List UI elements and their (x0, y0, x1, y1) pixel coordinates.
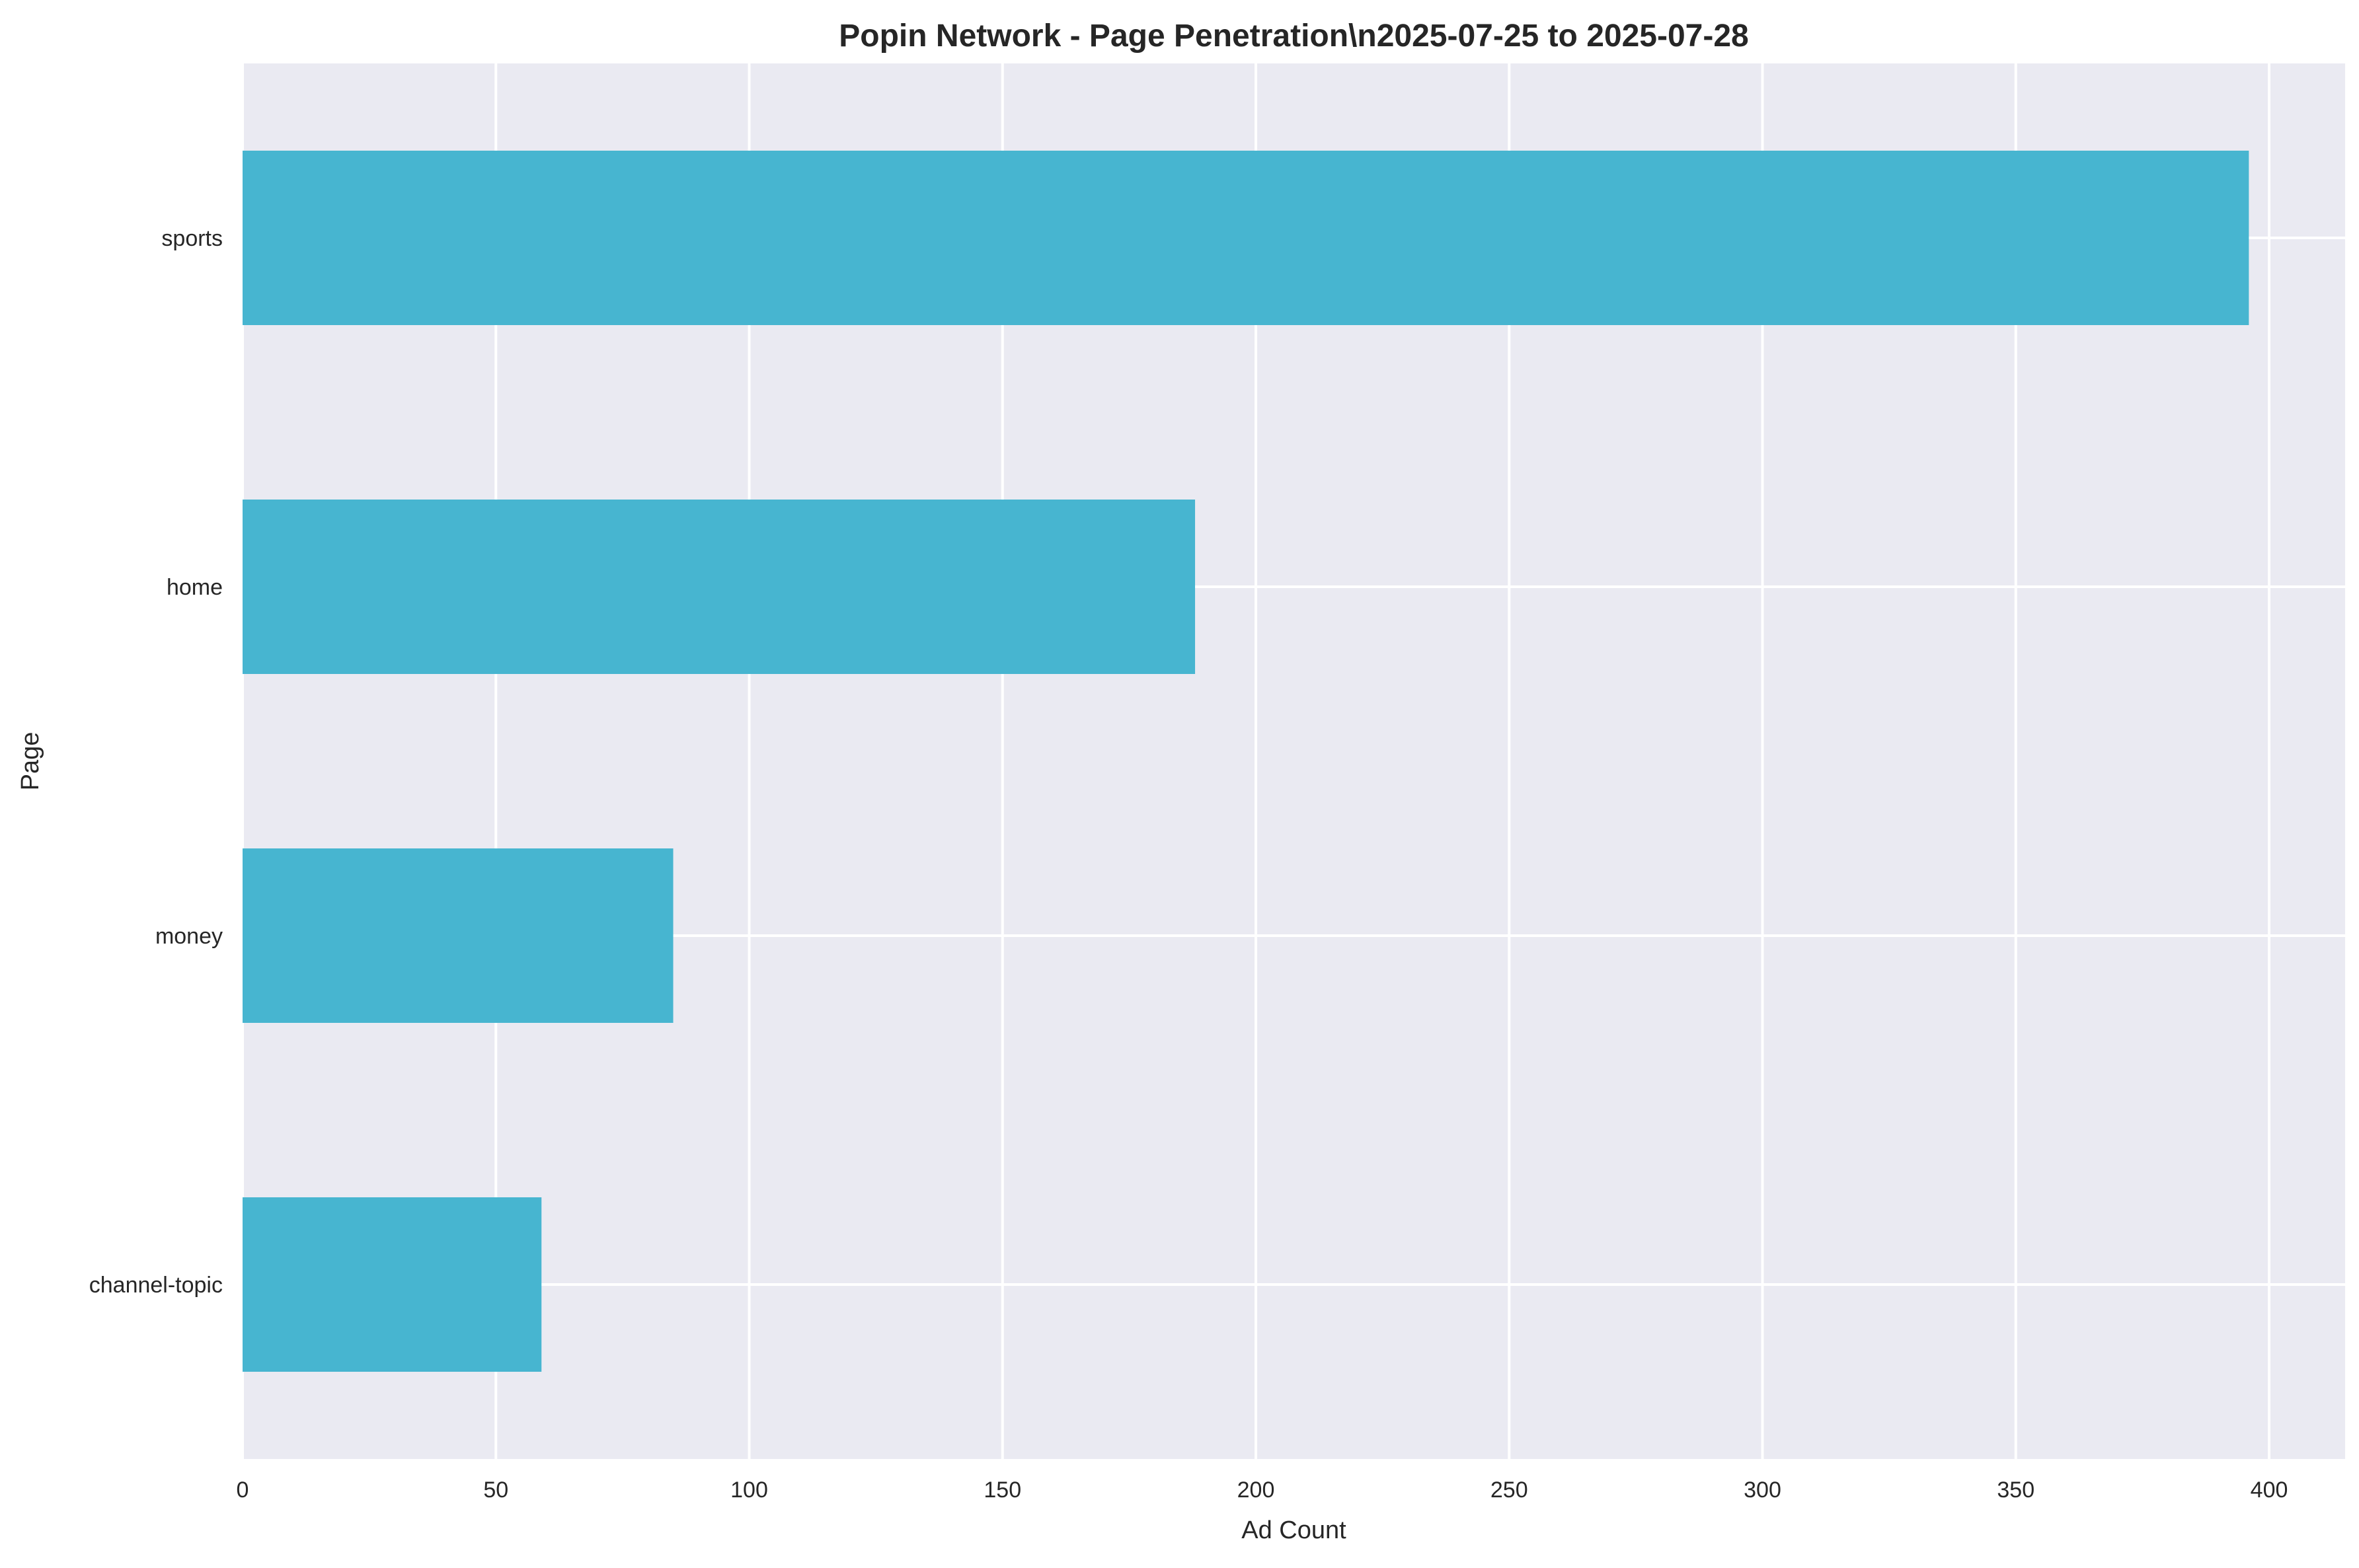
x-tick-label: 150 (984, 1477, 1021, 1503)
x-tick-label: 300 (1744, 1477, 1781, 1503)
bar-home (243, 500, 1196, 674)
x-tick-label: 50 (483, 1477, 508, 1503)
y-axis-label: Page (17, 732, 44, 791)
bar-sports (243, 151, 2249, 325)
x-tick-labels: 0 50 100 150 200 250 300 350 400 (237, 1477, 2288, 1503)
y-tick-label: home (167, 575, 223, 600)
x-tick-label: 100 (730, 1477, 768, 1503)
x-tick-label: 0 (237, 1477, 249, 1503)
y-tick-labels: sports home money channel-topic (89, 226, 223, 1298)
x-tick-label: 250 (1490, 1477, 1528, 1503)
bars (243, 151, 2249, 1372)
bar-channel-topic (243, 1197, 542, 1372)
y-tick-label: money (155, 924, 223, 949)
chart-title: Popin Network - Page Penetration\n2025-0… (839, 19, 1748, 54)
y-tick-label: sports (161, 226, 223, 251)
bar-money (243, 848, 674, 1023)
x-tick-label: 350 (1997, 1477, 2034, 1503)
x-axis-label: Ad Count (1241, 1516, 1346, 1544)
y-tick-label: channel-topic (89, 1273, 223, 1298)
x-tick-label: 200 (1237, 1477, 1275, 1503)
x-tick-label: 400 (2251, 1477, 2288, 1503)
